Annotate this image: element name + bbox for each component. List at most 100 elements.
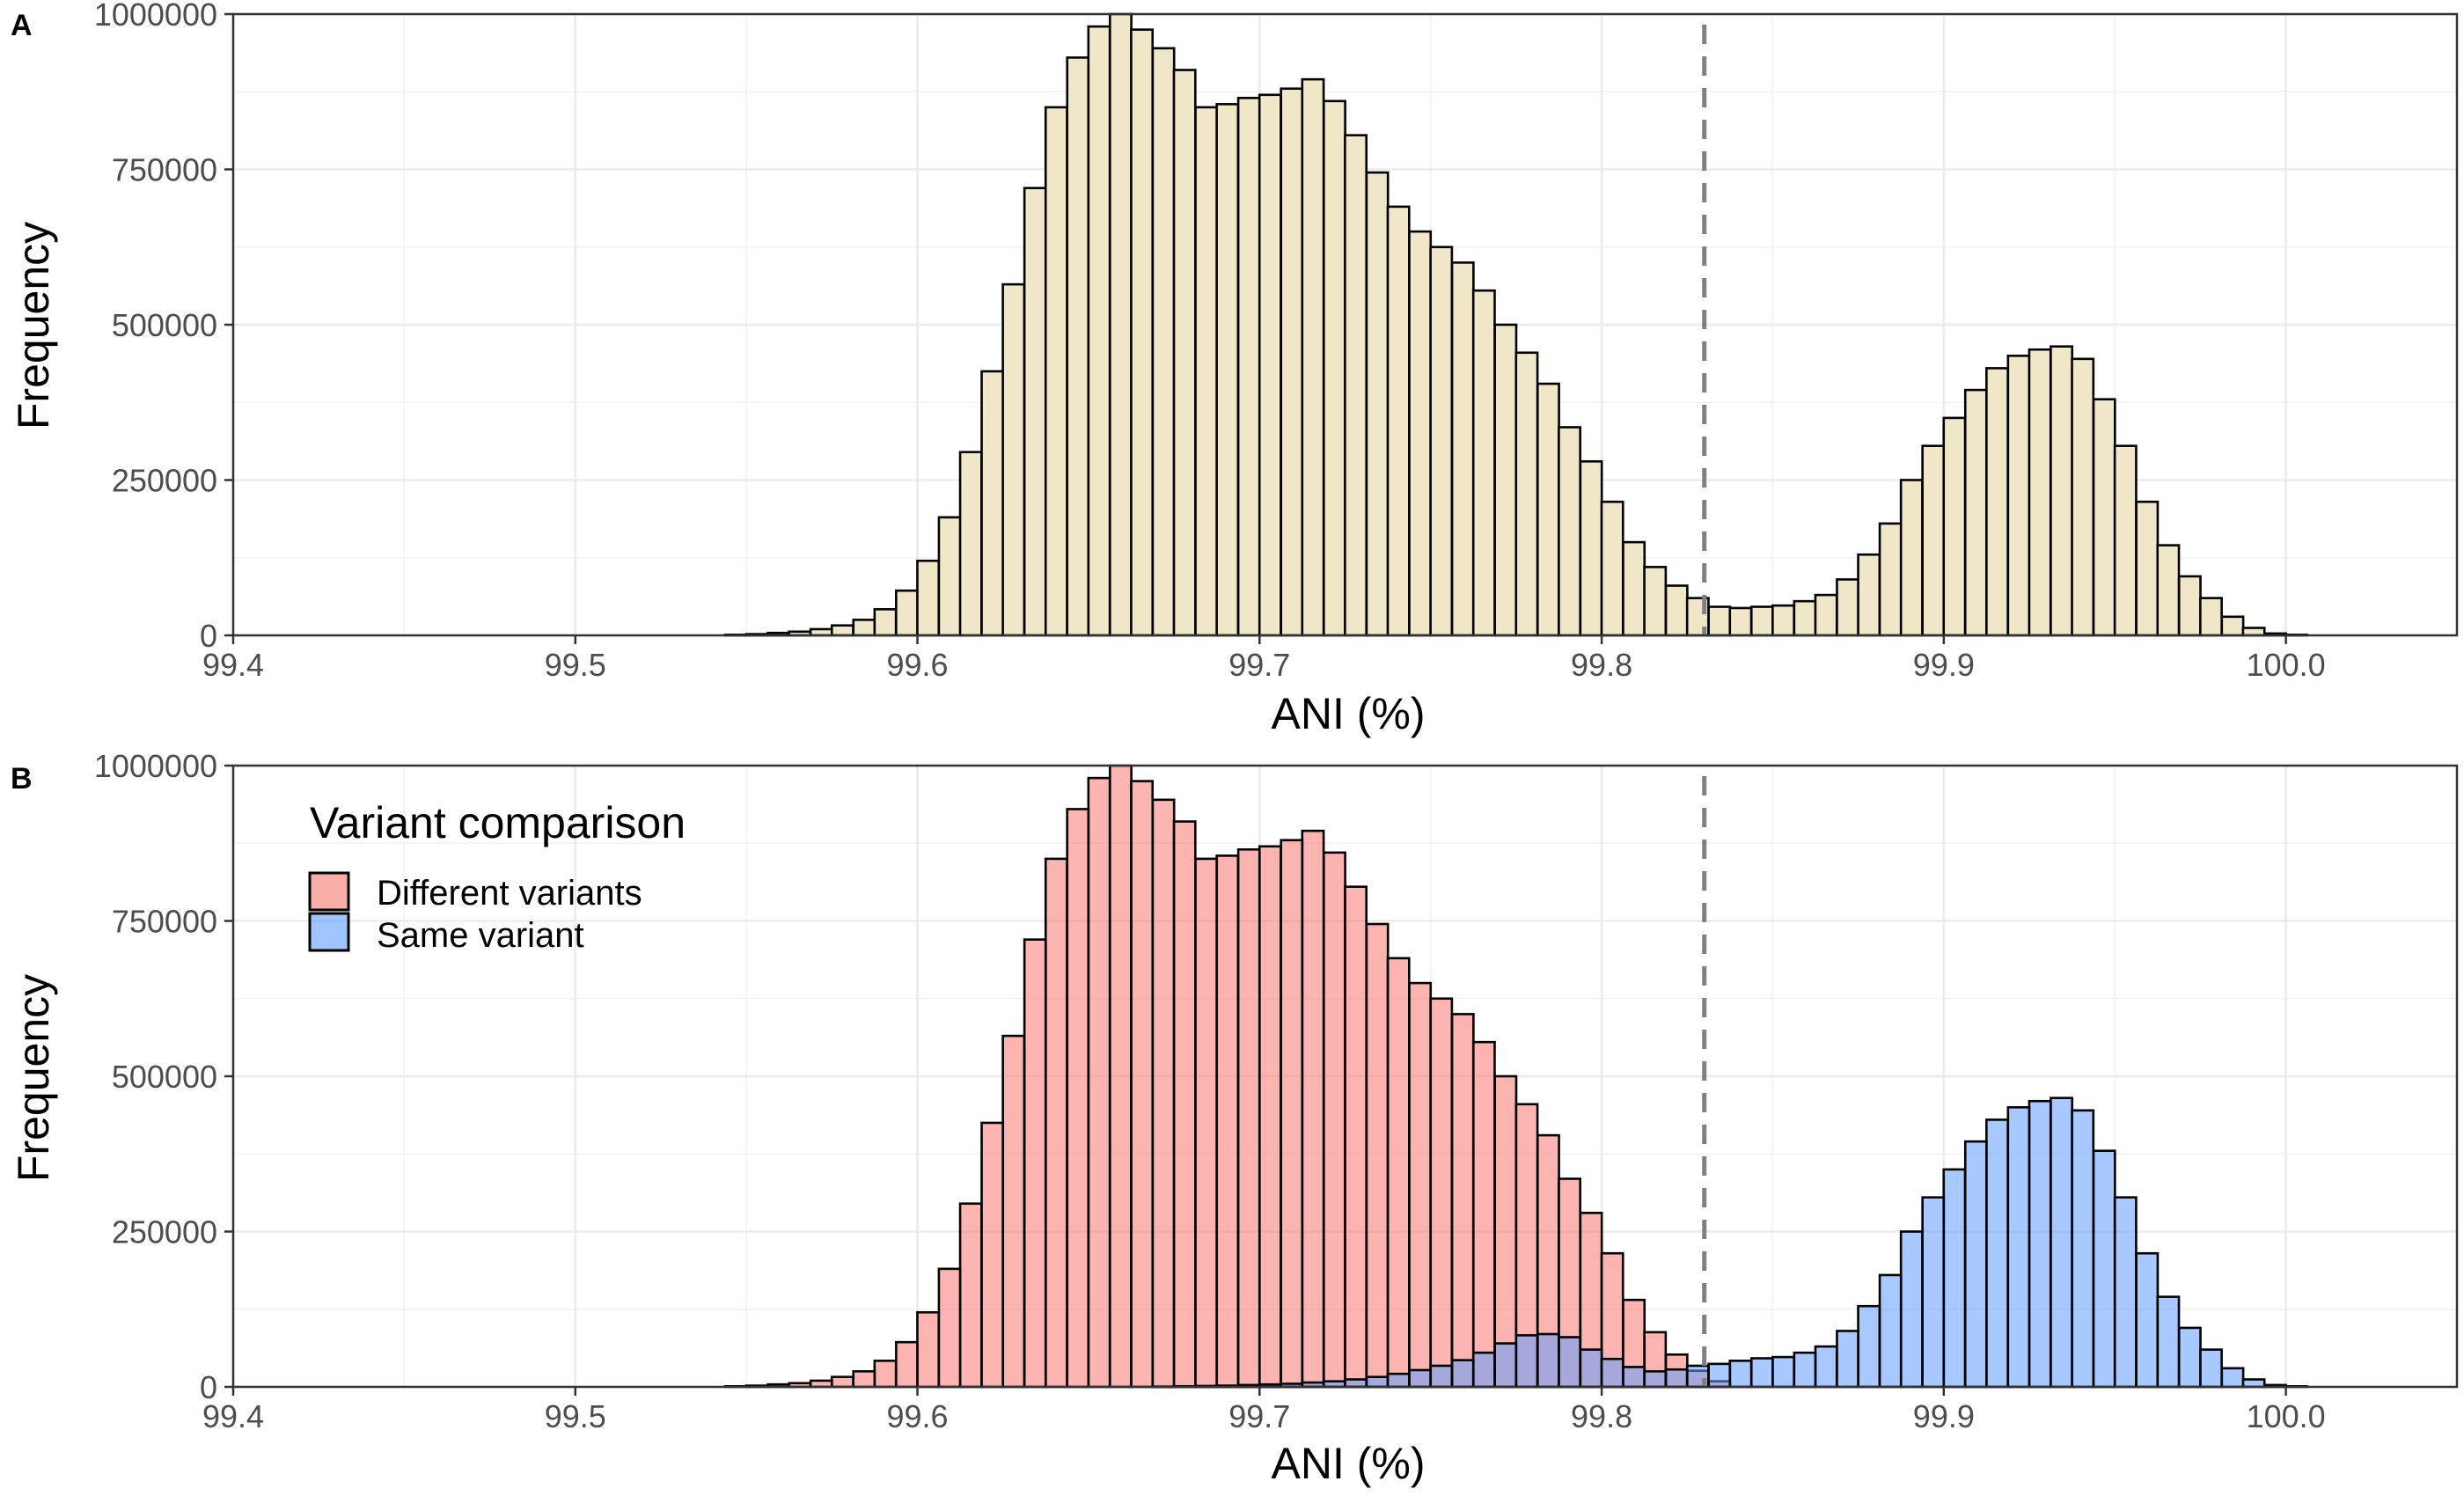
panel-a-bar-series [2092,398,2116,637]
panel-b-bar-different-variants [1471,1040,1496,1389]
panel-b-y-tick-label: 0 [200,1369,217,1405]
panel-b-x-tick-label: 100.0 [2247,1398,2326,1434]
panel-a-bar-series [1814,593,1838,637]
panel-a-bar-series [852,619,876,637]
panel-b-bar-same-variant [1707,1362,1732,1389]
panel-b-bar-same-variant [1942,1168,1967,1389]
panel-b-bar-same-variant [1408,1368,1433,1389]
panel-b-bar-same-variant [1622,1366,1646,1389]
panel-b-bar-same-variant [1664,1368,1689,1389]
panel-a-bar-series [1899,479,1924,637]
panel-a-bar-series [2113,444,2138,637]
panel-a-x-tick-label: 99.4 [202,647,264,683]
panel-a-bar-series [1194,106,1219,637]
panel-b-bar-same-variant [1749,1357,1774,1389]
panel-a-bar-series [2028,348,2052,637]
panel-b-bar-same-variant [1514,1334,1539,1389]
panel-a-bar-series [1471,289,1496,637]
panel-b-bar-same-variant [2028,1099,2052,1389]
panel-b-y-axis-title: Frequency [9,974,58,1182]
panel-a-y-tick-label: 1000000 [94,0,217,33]
panel-a-bar-series [1579,460,1603,637]
panel-a-bar-series [1172,69,1197,637]
panel-b-bar-same-variant [1579,1348,1603,1389]
panel-b-bar-same-variant [1558,1336,1581,1389]
panel-b-bar-same-variant [1857,1304,1881,1389]
panel-a-plot-area: 99.4 99.5 99.6 99.7 99.8 99.9 100.0 0 250000 5000… [94,0,2459,683]
panel-b-x-tick-label: 99.8 [1571,1398,1632,1434]
panel-a-bar-series [1514,351,1539,637]
panel-a-bar-series [1450,261,1475,637]
panel-a-x-axis-title: ANI (%) [1272,689,1426,738]
panel-a-bar-series [1921,444,1946,637]
panel-b-bar-same-variant [1643,1370,1668,1389]
panel-b-bar-same-variant [2006,1106,2031,1389]
panel-a-bar-series [1001,282,1026,637]
panel-b-x-tick-label: 99.7 [1228,1398,1290,1434]
panel-b-bar-same-variant [1836,1330,1860,1389]
panel-b-bar-different-variants [1236,848,1261,1389]
panel-b-bar-different-variants [1215,854,1240,1389]
panel-a-bar-series [2220,615,2245,637]
legend-key-same-variant [308,912,350,952]
panel-a-bar-series [1643,566,1668,637]
panel-b-bar-same-variant [1878,1273,1903,1389]
panel-a-bar-series [1493,323,1518,637]
panel-a-bar-series [2241,627,2266,637]
panel-a-x-tick-label: 99.6 [886,647,948,683]
panel-b-bar-different-variants [1194,857,1219,1389]
panel-b-x-tick-label: 99.9 [1913,1398,1975,1434]
panel-a-bar-series [1985,367,2009,637]
panel-a-bar-series [895,589,919,637]
panel-b-bar-same-variant [1814,1345,1838,1389]
panel-b-bar-same-variant [1386,1372,1411,1389]
panel-a-bar-series [1365,171,1390,637]
panel-b-bar-same-variant [1536,1332,1560,1389]
panel-b-bar-different-variants [1344,885,1368,1389]
legend-label-different-variants: Different variants [377,874,642,913]
panel-a-bar-series [1301,77,1325,637]
panel-b-bar-different-variants [1365,922,1390,1389]
panel-a-bar-series [830,624,854,637]
panel-a-bar-series [1130,28,1155,637]
panel-b-plot-area: 99.4 99.5 99.6 99.7 99.8 99.9 100.0 0 250000 5000… [94,748,2459,1434]
panel-a-x-tick-label: 99.8 [1571,647,1632,683]
panel-a-bar-series [937,516,962,637]
panel-b-bar-different-variants [1151,798,1176,1389]
panel-b-tag: B [11,762,33,796]
panel-a-bar-series [873,608,898,637]
panel-a-bar-series [1344,134,1368,637]
panel-b-bar-different-variants [1493,1074,1518,1389]
panel-b-bar-same-variant [2071,1109,2095,1389]
panel-b-bar-different-variants [852,1370,876,1389]
panel-a-bar-series [1236,97,1261,637]
panel-a: A 99.4 99.5 99.6 99.7 99.8 99.9 100.0 0 250000 50… [9,0,2459,738]
panel-b-bar-same-variant [1793,1351,1817,1389]
panel-b-bar-same-variant [2156,1295,2181,1389]
panel-a-bar-series [2071,357,2095,637]
panel-b-y-tick-label: 250000 [112,1214,217,1250]
panel-b-bar-same-variant [2113,1196,2138,1389]
panel-a-bar-series [1728,606,1753,637]
panel-b-bar-different-variants [1066,808,1090,1389]
panel-b-bar-different-variants [1130,780,1155,1389]
panel-b-bar-different-variants [1429,997,1454,1389]
panel-a-bar-series [1087,25,1111,637]
panel-a-bar-series [1963,388,1988,637]
panel-b-bar-different-variants [1280,839,1304,1389]
panel-a-bar-series [1857,553,1881,637]
panel-b-bar-same-variant [2050,1096,2074,1389]
panel-b-bar-same-variant [2241,1378,2266,1389]
panel-a-bar-series [2135,500,2160,637]
panel-a-bar-series [1066,56,1090,637]
legend-label-same-variant: Same variant [377,916,584,955]
panel-a-x-tick-label: 99.7 [1228,647,1290,683]
panel-b-bar-same-variant [2092,1149,2116,1389]
panel-b-x-tick-label: 99.5 [545,1398,606,1434]
panel-b-x-tick-label: 99.4 [202,1398,264,1434]
panel-a-bar-series [980,370,1005,637]
panel-b-bar-same-variant [1985,1118,2009,1389]
panel-a-bar-series [1536,382,1560,637]
panel-b: B 99.4 99.5 99.6 99.7 99.8 99.9 100.0 0 250000 50… [9,748,2459,1488]
panel-b-bar-same-variant [2177,1326,2202,1389]
